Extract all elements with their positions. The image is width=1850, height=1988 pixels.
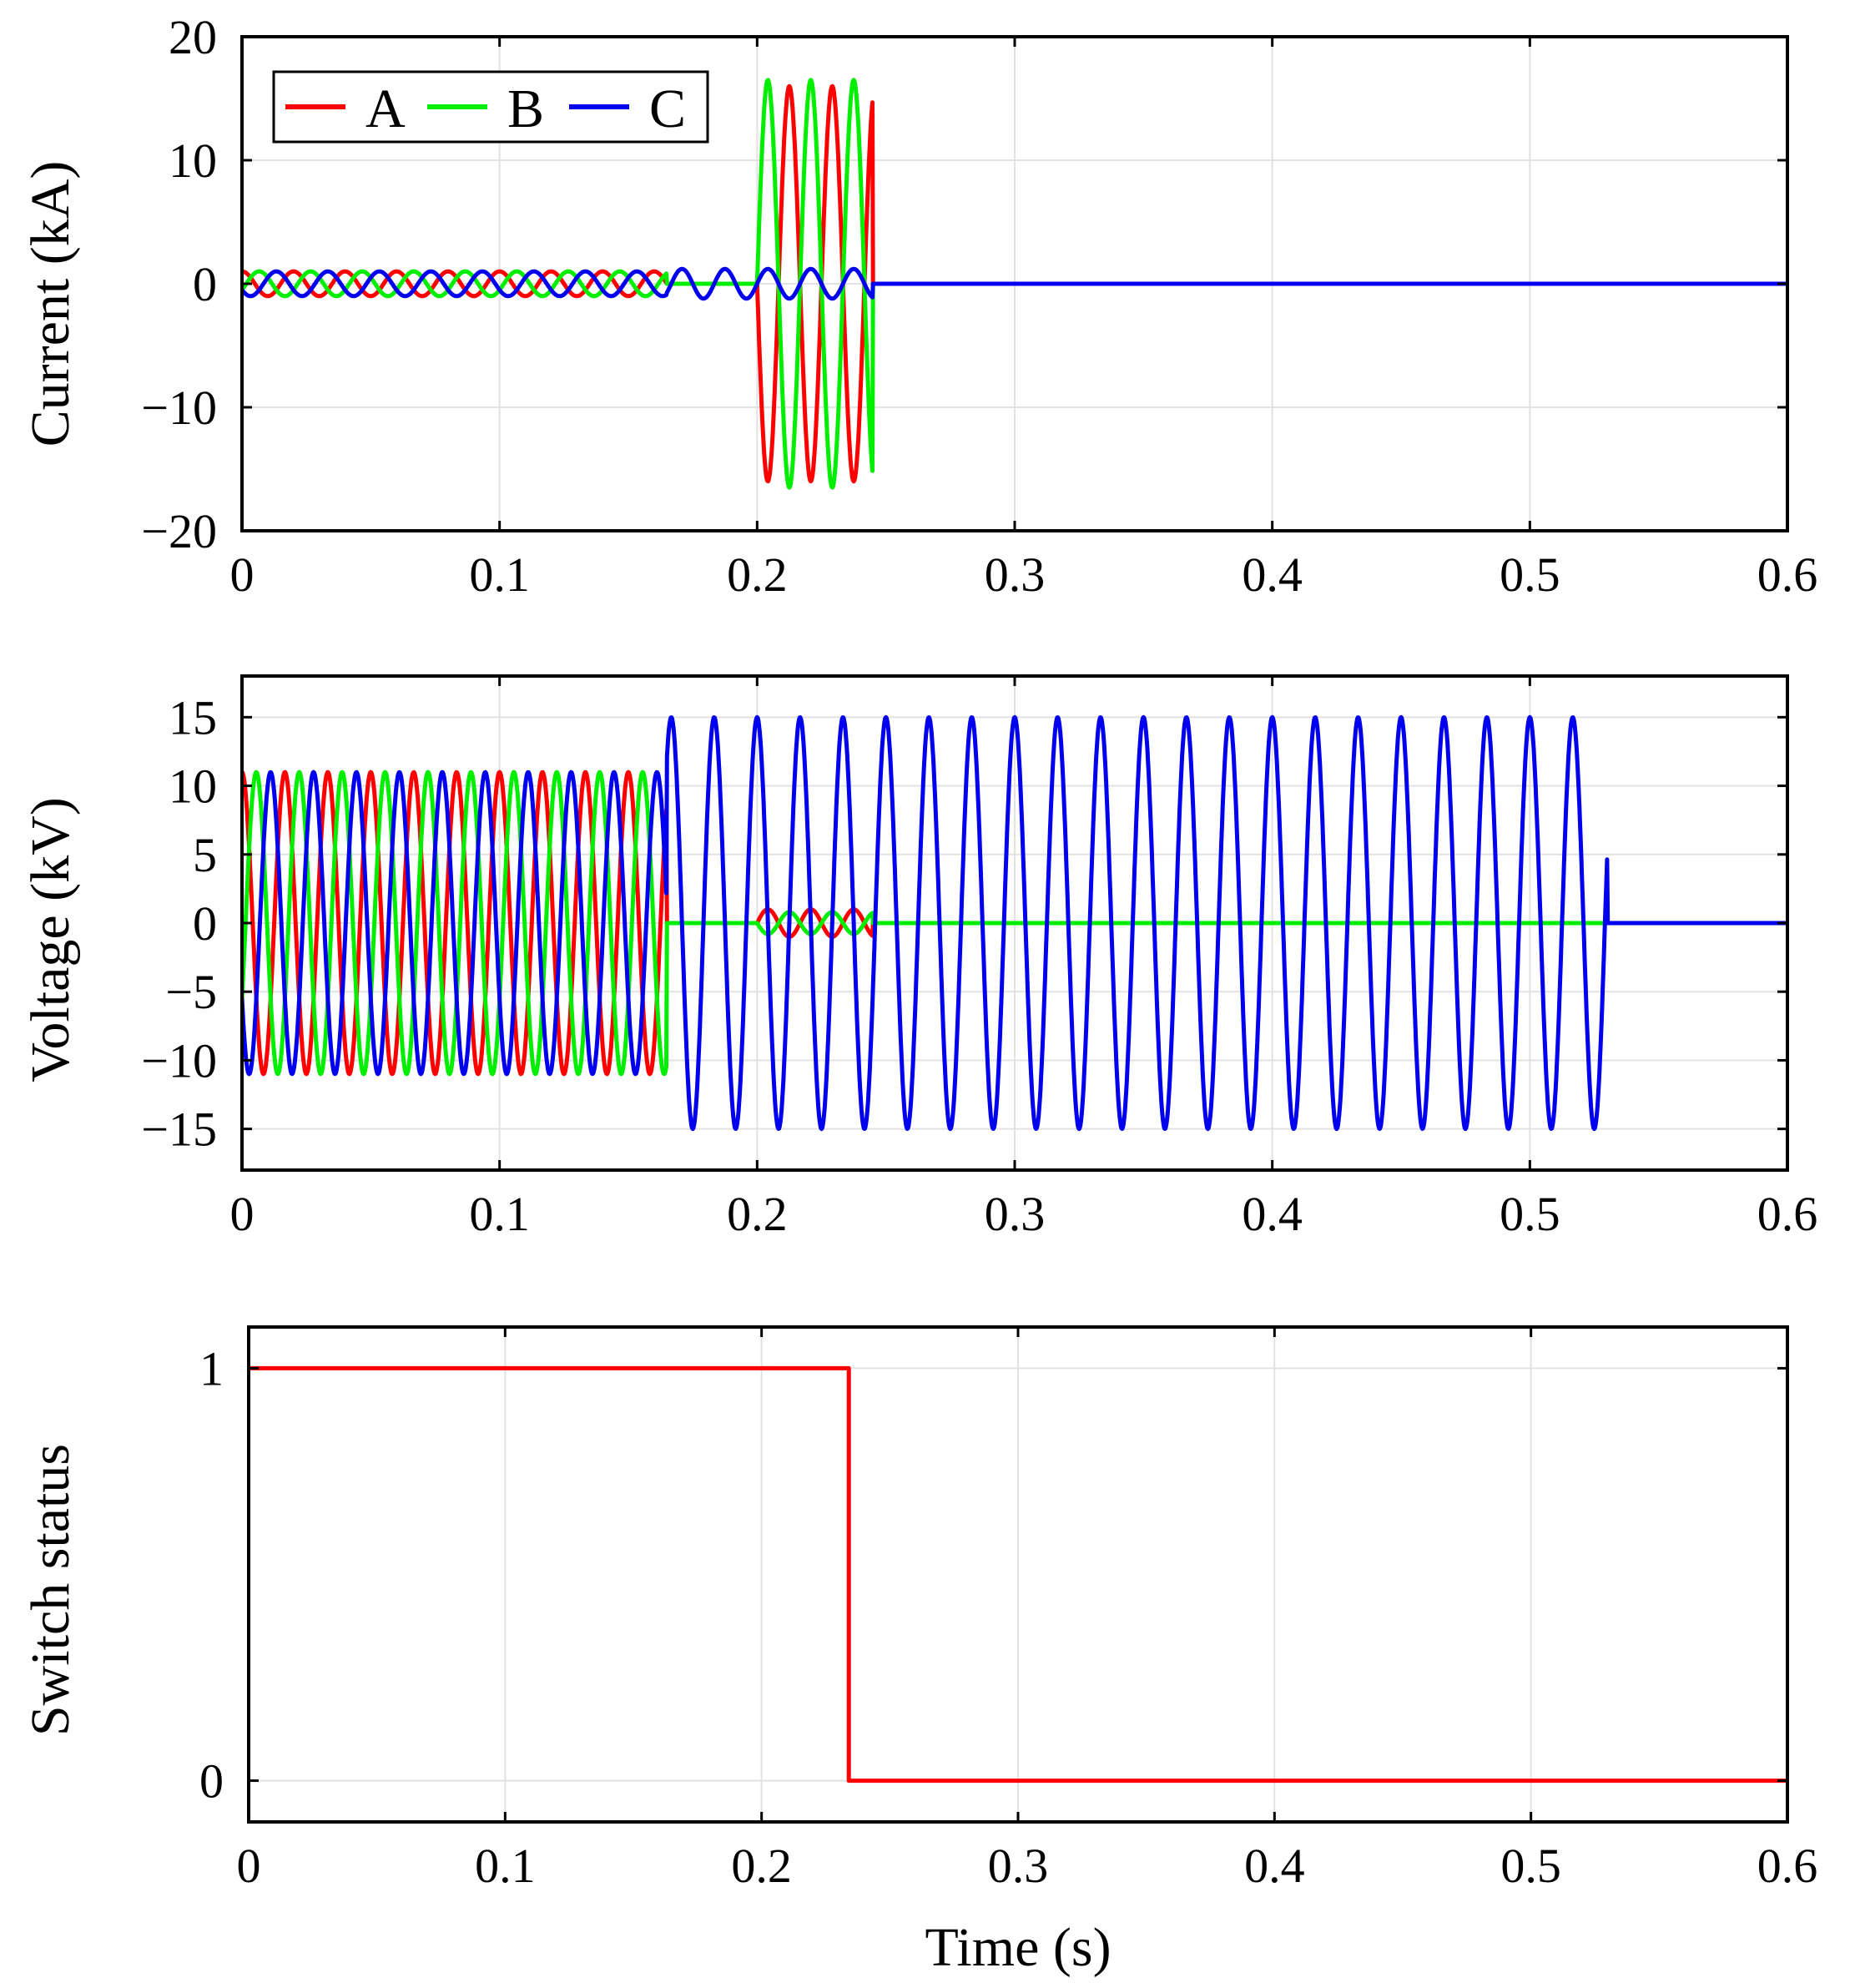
x-tick-label: 0 <box>230 547 255 602</box>
y-tick-label: −10 <box>141 1033 217 1087</box>
x-tick-label: 0.6 <box>1757 547 1818 602</box>
x-tick-label: 0.3 <box>985 547 1046 602</box>
legend-box <box>272 70 709 144</box>
x-tick-label: 0.5 <box>1500 547 1560 602</box>
y-tick-label: 0 <box>193 896 217 951</box>
legend-label-b: B <box>507 78 544 139</box>
series-c-line <box>242 266 1787 301</box>
y-tick-label: 10 <box>169 759 217 814</box>
y-axis-label: Voltage (kV) <box>20 797 81 1082</box>
x-tick-label: 0.1 <box>469 547 530 602</box>
y-tick-label: 10 <box>169 134 217 188</box>
y-tick-label: −5 <box>165 965 217 1019</box>
x-tick-label: 0.1 <box>469 1187 530 1241</box>
current-panel: 0 0.1 0.2 0.3 0.4 0.5 0.6 20 10 0 −10 −20 Current (k… <box>20 10 1817 602</box>
y-tick-label: 5 <box>193 828 217 882</box>
voltage-panel: 0 0.1 0.2 0.3 0.4 0.5 0.6 15 10 5 0 −5 −10 −15 Voltage… <box>20 674 1818 1241</box>
x-tick-label: 0 <box>237 1839 261 1893</box>
y-tick-label: 20 <box>169 10 217 64</box>
x-tick-label: 0.4 <box>1242 547 1303 602</box>
x-tick-label: 0.4 <box>1242 1187 1303 1241</box>
series-c-line <box>242 714 1787 1132</box>
x-tick-label: 0 <box>230 1187 255 1241</box>
x-tick-label: 0.4 <box>1244 1839 1305 1893</box>
y-tick-label: 0 <box>193 257 217 311</box>
x-tick-label: 0.3 <box>985 1187 1046 1241</box>
traces <box>249 1365 1787 1784</box>
traces <box>242 78 1787 490</box>
x-tick-label: 0.2 <box>727 1187 788 1241</box>
switch-status-panel: 0 0.1 0.2 0.3 0.4 0.5 0.6 1 0 Switch status Time (… <box>20 1325 1818 1978</box>
legend-label-c: C <box>649 78 686 139</box>
y-tick-label: −10 <box>141 381 217 435</box>
x-tick-label: 0.5 <box>1500 1187 1560 1241</box>
series-switch-line <box>249 1365 1787 1784</box>
y-tick-label: 0 <box>199 1754 224 1809</box>
y-axis-label: Switch status <box>20 1444 81 1736</box>
x-tick-label: 0.2 <box>731 1839 792 1893</box>
x-tick-label: 0.2 <box>727 547 788 602</box>
x-axis-label: Time (s) <box>925 1917 1111 1978</box>
y-tick-label: 1 <box>199 1341 224 1395</box>
y-tick-label: −20 <box>141 504 217 558</box>
x-tick-label: 0.5 <box>1500 1839 1561 1893</box>
x-tick-label: 0.6 <box>1757 1839 1818 1893</box>
y-tick-label: 15 <box>169 690 217 744</box>
legend-label-a: A <box>365 78 406 139</box>
x-tick-label: 0.3 <box>988 1839 1049 1893</box>
traces <box>242 714 1787 1132</box>
x-tick-label: 0.6 <box>1757 1187 1818 1241</box>
x-tick-label: 0.1 <box>475 1839 536 1893</box>
y-axis-label: Current (kA) <box>20 161 81 447</box>
y-tick-label: −15 <box>141 1102 217 1157</box>
